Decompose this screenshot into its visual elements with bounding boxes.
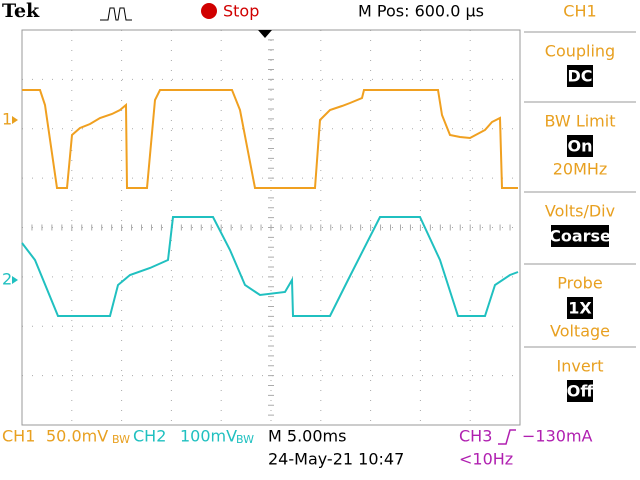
trigger-level: −130mA xyxy=(522,427,593,446)
menu-value: 1X xyxy=(568,299,592,318)
date: 24-May-21 10:47 xyxy=(268,450,404,469)
menu-value: Coarse xyxy=(549,227,611,246)
menu-value-box xyxy=(567,297,593,319)
menu-value-box xyxy=(567,380,593,402)
ch1-trace xyxy=(22,89,518,189)
menu-label: Probe xyxy=(557,274,602,293)
ch1-arrow xyxy=(12,116,18,124)
ch2-scale: 100mV xyxy=(180,427,237,446)
menu-label: Invert xyxy=(556,357,603,376)
trigger-source: CH3 xyxy=(459,427,492,446)
menu-value: DC xyxy=(567,67,592,86)
menu-label: Volts/Div xyxy=(545,202,615,221)
menu-value-box xyxy=(567,65,593,87)
frequency: <10Hz xyxy=(459,450,513,469)
menu-value: Off xyxy=(567,382,595,401)
ch2-marker: 2 xyxy=(2,270,12,289)
menu-label: Coupling xyxy=(545,42,615,61)
stop-icon xyxy=(201,3,217,19)
menu-value: On xyxy=(568,137,593,156)
menu-value-box xyxy=(567,135,593,157)
ch1-bw: BW xyxy=(112,433,130,446)
ch2-trace xyxy=(21,216,519,317)
menu-note: Voltage xyxy=(550,322,610,341)
menu-note: 20MHz xyxy=(553,160,608,179)
ch1-scale: 50.0mV xyxy=(46,427,108,446)
timebase: M 5.00ms xyxy=(268,427,346,446)
status: Stop xyxy=(223,2,259,21)
menu-title: CH1 xyxy=(563,2,596,21)
menu-label: BW Limit xyxy=(545,112,616,131)
graticule xyxy=(21,29,521,426)
trigger-icon xyxy=(100,7,132,21)
position: M Pos: 600.0 µs xyxy=(358,2,484,21)
ch1-name: CH1 xyxy=(2,427,35,446)
ch2-name: CH2 xyxy=(133,427,166,446)
trigger-position xyxy=(258,30,272,38)
ch2-bw: BW xyxy=(236,433,254,446)
ch1-marker: 1 xyxy=(2,110,12,129)
menu-value-box xyxy=(551,225,609,247)
trigger-slope xyxy=(498,429,516,445)
ch2-arrow xyxy=(12,276,18,284)
menu-items: Coupling DC BW Limit On 20MHz Volts/Div Coarse… xyxy=(524,31,636,402)
brand: Tek xyxy=(2,0,40,22)
